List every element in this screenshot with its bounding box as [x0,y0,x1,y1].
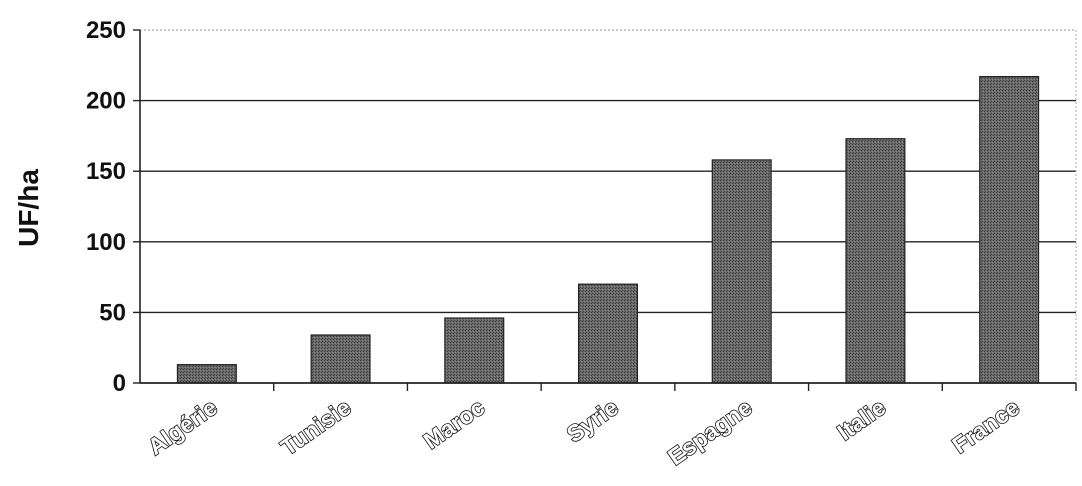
y-tick-label: 150 [86,158,126,185]
x-tick-label: Espagne [663,394,756,470]
bar-italie [845,138,906,384]
bar-france [979,75,1040,384]
x-tick-label: Tunisie [276,394,355,461]
y-tick-label: 100 [86,229,126,256]
gridlines [140,29,1076,314]
x-tick-label: Maroc [419,394,490,454]
bar-syrie [577,283,639,384]
y-axis-ticks: 0 50 100 150 200 250 [86,17,140,397]
bar-tunisie [310,334,371,384]
bar-maroc [444,317,505,384]
axes [139,30,1077,391]
y-tick-label: 200 [86,88,126,115]
x-axis-labels: Algérie Tunisie Maroc Syrie Espagne Italie Fra… [142,393,1025,471]
y-axis-label: UF/ha [13,169,44,247]
bars [176,75,1040,384]
y-tick-label: 250 [86,17,126,44]
x-tick-label: France [947,394,1024,459]
y-tick-label: 0 [113,370,126,397]
x-tick-label: Algérie [143,394,222,460]
x-tick-label: Italie [832,394,890,445]
bar-espagne [711,159,772,384]
x-tick-label: Syrie [562,394,623,448]
y-tick-label: 50 [99,299,126,326]
bar-algérie [176,364,237,384]
